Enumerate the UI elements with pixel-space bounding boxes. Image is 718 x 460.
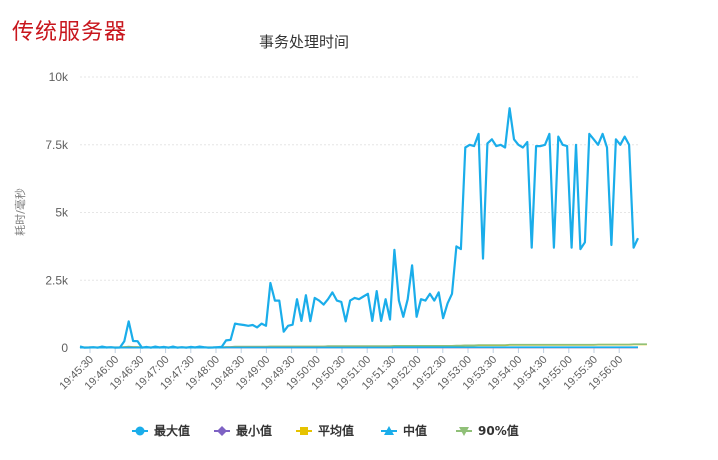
legend-item[interactable]: 最小值 <box>214 423 272 438</box>
x-ticks: 19:45:3019:46:0019:46:3019:47:0019:47:30… <box>57 348 625 392</box>
legend-label: 90%值 <box>478 423 519 438</box>
page-label: 传统服务器 <box>12 20 128 45</box>
y-tick-label: 5k <box>55 206 69 220</box>
y-tick-label: 10k <box>49 70 69 84</box>
legend-label: 中值 <box>403 423 427 438</box>
y-tick-label: 2.5k <box>45 273 69 287</box>
legend-marker-square <box>300 427 308 435</box>
legend-label: 最小值 <box>236 423 272 438</box>
legend-item[interactable]: 平均值 <box>296 423 354 438</box>
legend-marker-diamond <box>217 426 227 436</box>
legend-marker-triangle-down <box>459 427 469 436</box>
legend-marker-circle <box>135 426 145 436</box>
legend-item[interactable]: 90%值 <box>456 423 519 438</box>
legend[interactable]: 最大值 最小值 平均值 中值 90%值 <box>132 423 519 438</box>
y-axis-label: 耗时/毫秒 <box>13 188 27 236</box>
series-line-0 <box>79 107 639 349</box>
legend-label: 最大值 <box>154 423 190 438</box>
y-ticks: 0 2.5k 5k 7.5k 10k <box>45 70 69 355</box>
y-tick-label: 7.5k <box>45 138 69 152</box>
legend-item[interactable]: 中值 <box>381 423 427 438</box>
legend-item[interactable]: 最大值 <box>132 423 190 438</box>
legend-marker-triangle <box>384 426 394 435</box>
y-tick-label: 0 <box>61 341 68 355</box>
series-layer <box>79 107 647 349</box>
chart-title: 事务处理时间 <box>259 33 349 51</box>
legend-label: 平均值 <box>318 423 354 438</box>
